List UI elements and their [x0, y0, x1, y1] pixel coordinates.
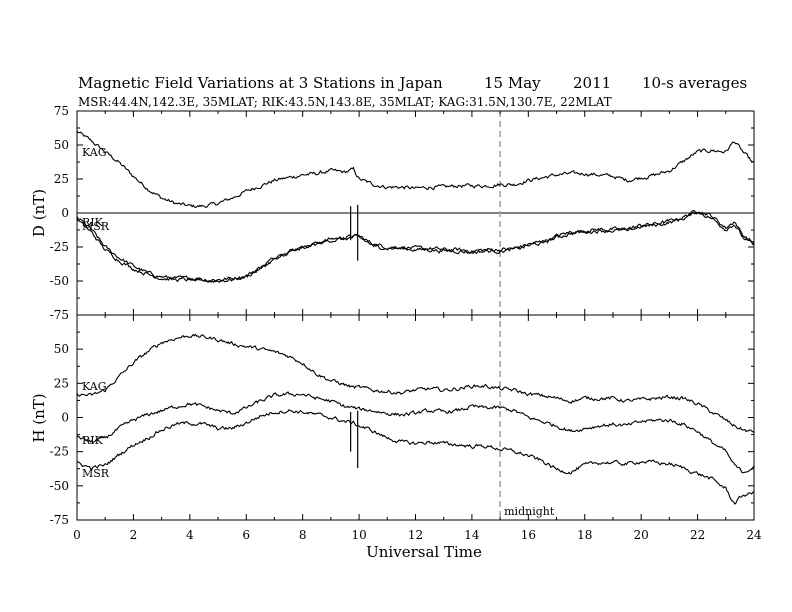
y-tick-label: 75: [54, 104, 69, 118]
x-tick-label: 20: [634, 528, 649, 542]
h-axis-label: H (nT): [30, 393, 48, 442]
y-tick-label: 25: [54, 172, 69, 186]
d-axis-label: D (nT): [30, 189, 48, 237]
x-tick-label: 22: [690, 528, 705, 542]
y-tick-label: -50: [50, 479, 69, 493]
x-tick-label: 0: [73, 528, 81, 542]
station-label-kag: KAG: [82, 380, 107, 393]
x-tick-label: 16: [521, 528, 536, 542]
y-tick-label: 50: [54, 342, 69, 356]
h-panel-frame: [76, 314, 755, 521]
x-tick-label: 10: [351, 528, 366, 542]
x-tick-label: 18: [577, 528, 592, 542]
y-tick-label: -25: [50, 445, 69, 459]
chart-averaging: 10-s averages: [642, 74, 747, 92]
x-tick-label: 12: [408, 528, 423, 542]
x-tick-label: 24: [746, 528, 762, 542]
y-tick-label: -75: [50, 308, 69, 322]
series-line-rik: [76, 210, 755, 282]
y-tick-label: 25: [54, 376, 69, 390]
chart-date: 15 May: [484, 74, 541, 92]
x-tick-label: 4: [186, 528, 194, 542]
x-tick-label: 14: [464, 528, 480, 542]
station-label-kag: KAG: [82, 146, 107, 159]
series-line-msr: [76, 211, 755, 284]
series-line-kag: [76, 333, 755, 434]
chart-subtitle: MSR:44.4N,142.3E, 35MLAT; RIK:43.5N,143.…: [78, 95, 612, 109]
series-line-kag: [76, 130, 755, 209]
series-lines: [76, 130, 755, 505]
station-label-msr: MSR: [82, 467, 110, 480]
midnight-label: midnight: [504, 505, 555, 518]
series-line-msr: [76, 409, 755, 505]
station-label-msr: MSR: [82, 220, 110, 233]
y-tick-label: 0: [61, 411, 69, 425]
chart-year: 2011: [573, 74, 611, 92]
y-tick-label: 50: [54, 138, 69, 152]
y-tick-label: -75: [50, 513, 69, 527]
chart-title: Magnetic Field Variations at 3 Stations …: [78, 74, 443, 92]
x-tick-label: 6: [242, 528, 250, 542]
x-axis-label: Universal Time: [366, 543, 482, 561]
y-tick-label: -50: [50, 274, 69, 288]
x-tick-label: 2: [130, 528, 138, 542]
station-label-rik: RIK: [82, 216, 104, 229]
station-label-rik: RIK: [82, 434, 104, 447]
x-tick-label: 8: [299, 528, 307, 542]
y-tick-label: -25: [50, 240, 69, 254]
y-tick-label: 0: [61, 206, 69, 220]
series-line-rik: [76, 391, 755, 474]
